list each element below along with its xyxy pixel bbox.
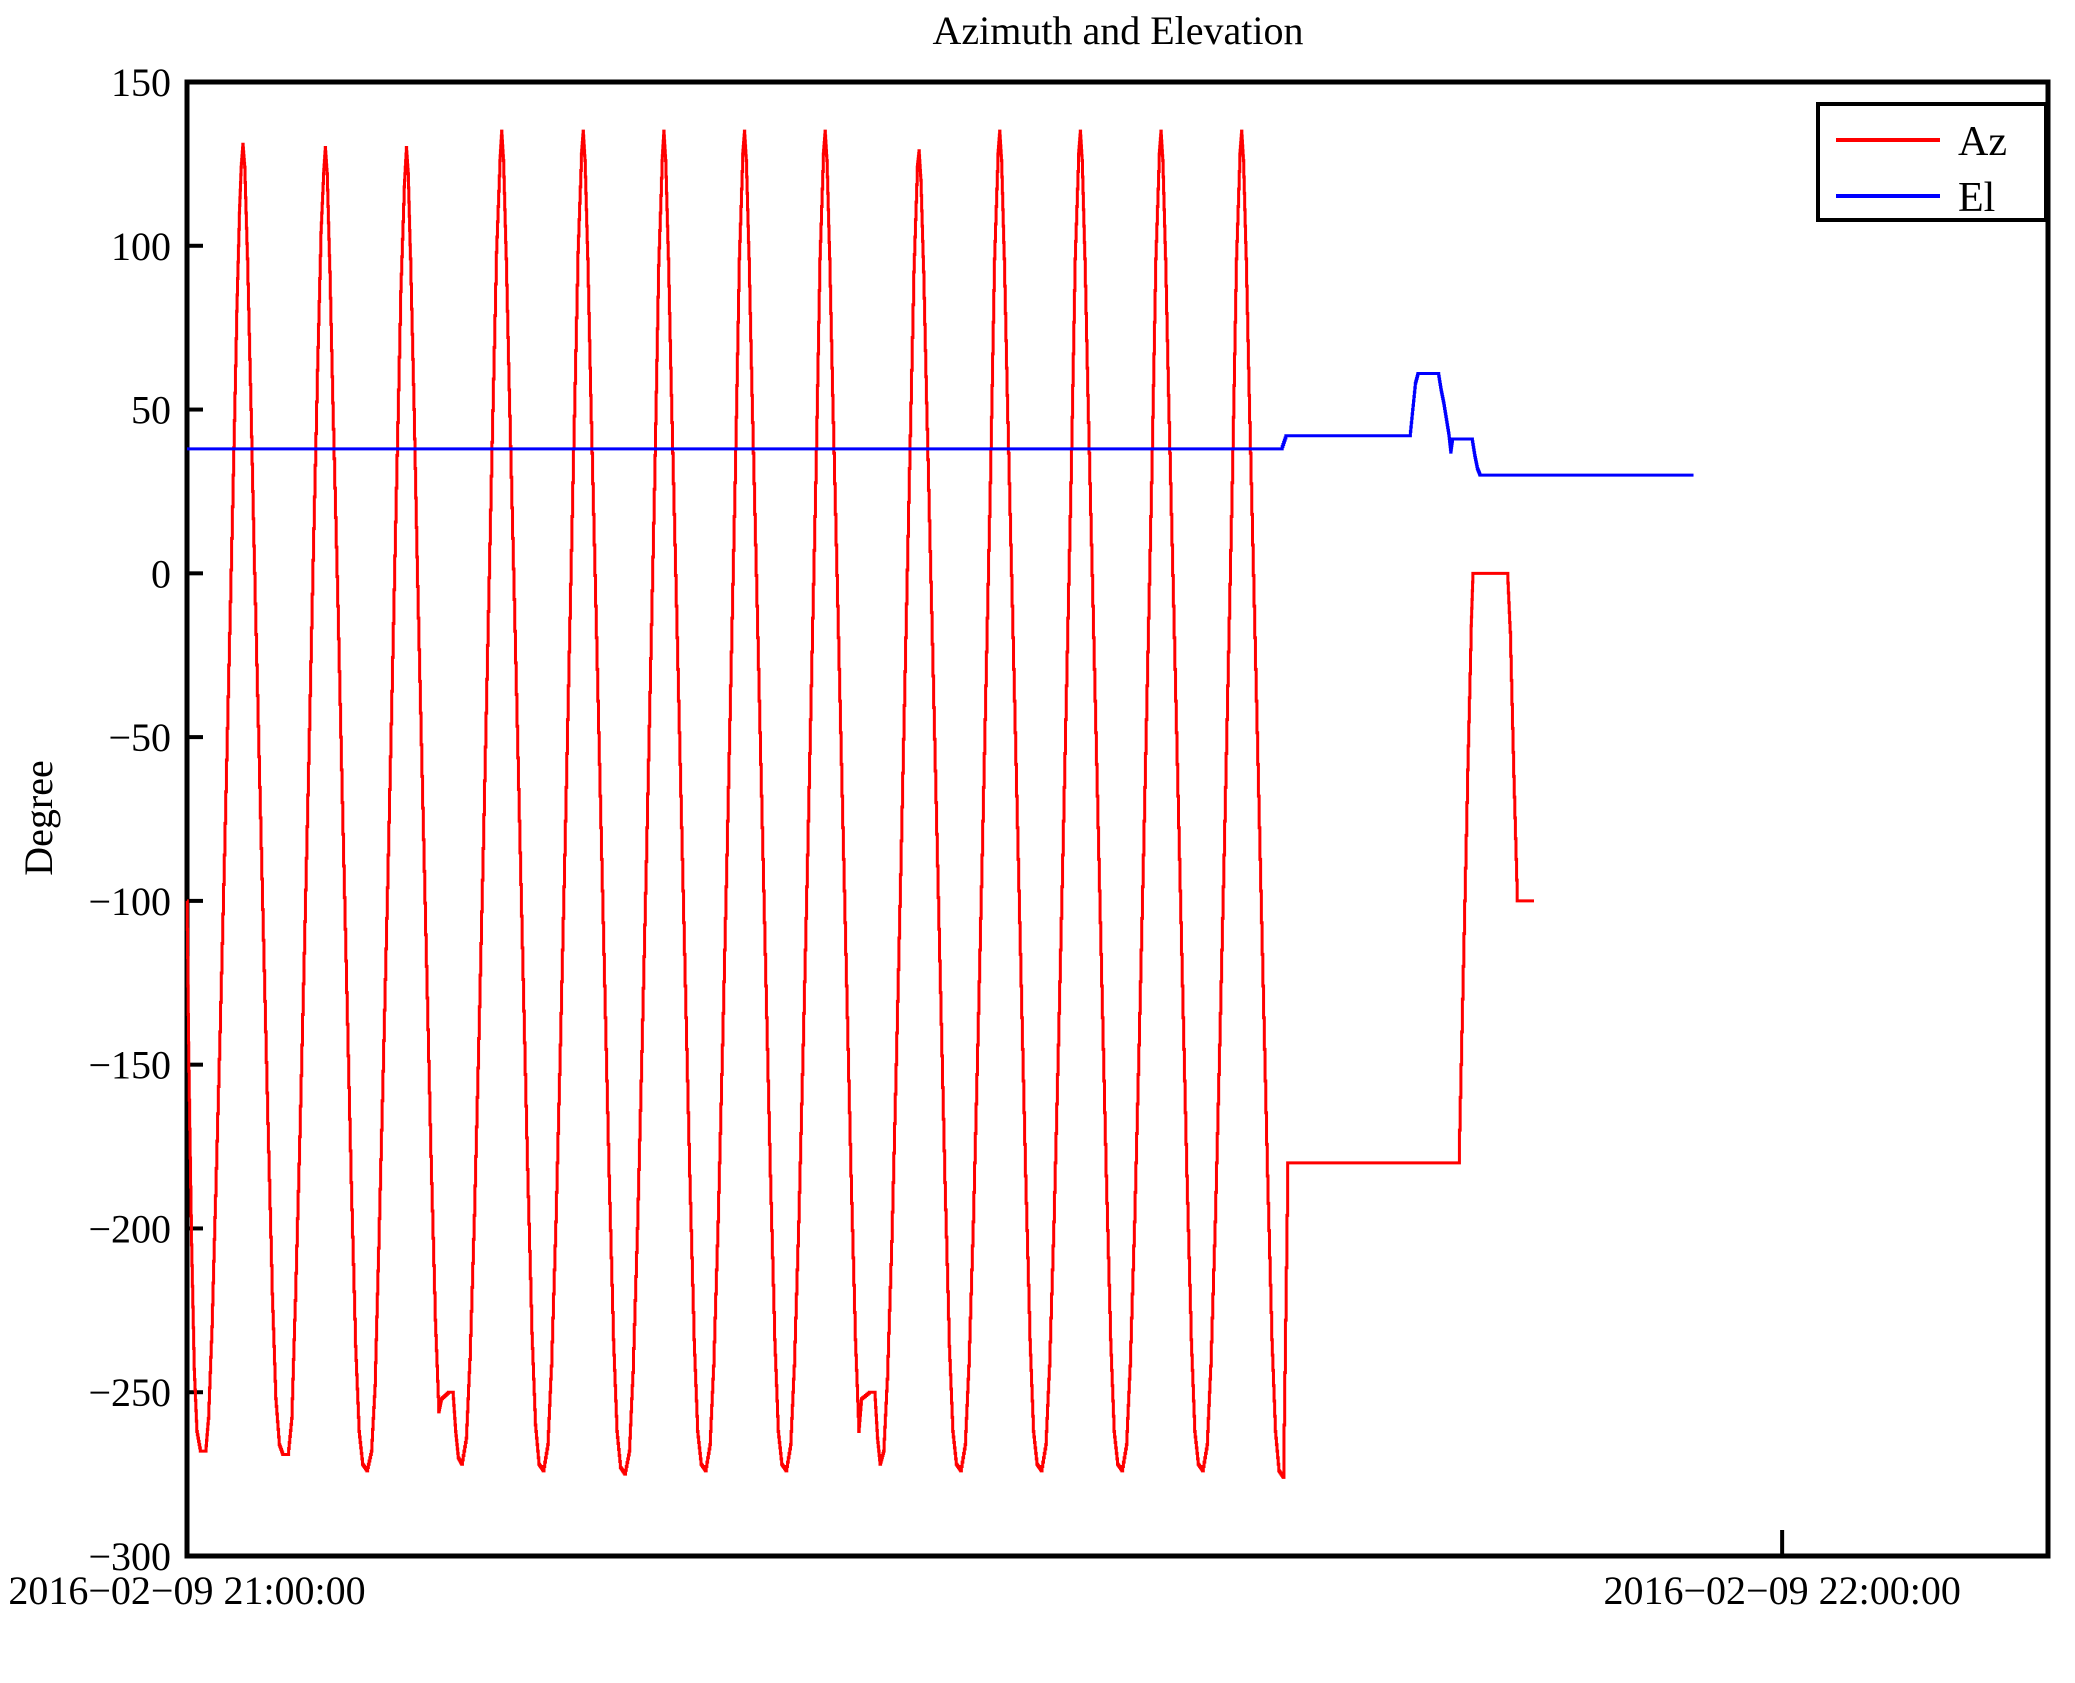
x-tick-label: 2016−02−09 21:00:00 <box>8 1568 365 1613</box>
y-tick-label: 50 <box>131 388 171 433</box>
y-tick-label: −150 <box>88 1043 171 1088</box>
y-tick-label: 0 <box>151 551 171 596</box>
chart-legend[interactable]: Az El <box>1816 102 2048 222</box>
legend-label-az[interactable]: Az <box>1958 119 2007 165</box>
x-tick-label: 2016−02−09 22:00:00 <box>1603 1568 1960 1613</box>
y-tick-label: 150 <box>111 60 171 105</box>
y-tick-label: −300 <box>88 1534 171 1579</box>
legend-box <box>1816 102 2048 222</box>
y-tick-label: −50 <box>108 715 171 760</box>
data-series-layer <box>185 129 1694 1479</box>
chart-title: Azimuth and Elevation <box>932 8 1303 53</box>
y-axis-title-group: Degree <box>16 760 61 875</box>
series-line-az <box>185 129 1535 1479</box>
axis-frame <box>184 79 2051 1559</box>
y-tick-label: −100 <box>88 879 171 924</box>
y-tick-label: −250 <box>88 1370 171 1415</box>
legend-label-el[interactable]: El <box>1958 175 1995 221</box>
x-axis-ticks: 2016−02−09 21:00:00 2016−02−09 22:00:00 <box>8 1530 1961 1613</box>
y-axis-title: Degree <box>16 760 61 875</box>
chart-title-group: Azimuth and Elevation <box>932 8 1303 53</box>
series-line-el <box>187 372 1694 477</box>
y-tick-label: −200 <box>88 1206 171 1251</box>
y-tick-label: 100 <box>111 224 171 269</box>
